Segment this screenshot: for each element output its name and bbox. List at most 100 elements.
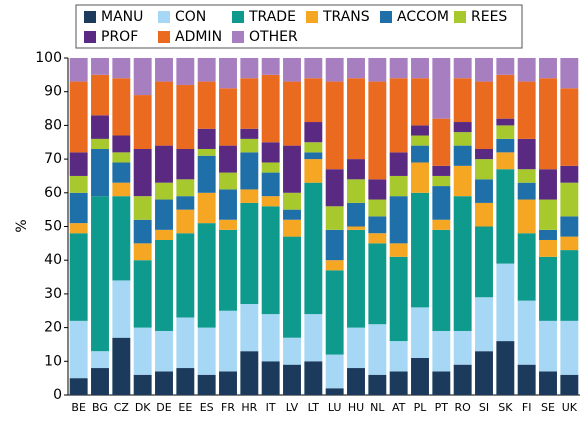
bar-segment xyxy=(432,219,451,230)
bar-segment xyxy=(283,219,301,237)
y-tick-label: 60 xyxy=(44,185,62,201)
bar-segment xyxy=(496,125,515,139)
bar-segment xyxy=(133,219,152,244)
bar-segment xyxy=(517,233,536,301)
y-tick-label: 70 xyxy=(44,151,62,167)
x-tick-label: HR xyxy=(241,401,257,414)
bar-segment xyxy=(69,58,88,82)
bar-segment xyxy=(176,317,195,369)
bar-segment xyxy=(91,138,109,149)
bar-segment xyxy=(389,175,408,197)
bar-segment xyxy=(219,219,237,230)
bar-segment xyxy=(475,226,493,298)
bar-segment xyxy=(475,148,493,160)
bar-segment xyxy=(496,74,515,119)
bar-segment xyxy=(496,341,515,395)
bar-segment xyxy=(283,337,301,365)
bar-segment xyxy=(219,145,237,173)
x-tick-label: SI xyxy=(479,401,489,414)
bar-segment xyxy=(347,226,365,230)
bar-segment xyxy=(219,310,237,372)
bar-segment xyxy=(432,118,451,166)
bar-segment xyxy=(112,135,131,153)
bar-segment xyxy=(453,78,472,123)
bar-segment xyxy=(411,125,429,136)
bar-segment xyxy=(325,354,344,389)
bar-segment xyxy=(539,239,557,257)
bar-segment xyxy=(347,78,365,160)
bar-segment xyxy=(389,152,408,176)
bar-segment xyxy=(347,229,365,328)
legend-label: MANU xyxy=(101,9,143,25)
bar-segment xyxy=(539,229,557,240)
bar-segment xyxy=(133,243,152,261)
bar-segment xyxy=(197,128,216,149)
bar-segment xyxy=(91,74,109,116)
bar-segment xyxy=(539,199,557,230)
x-tick-label: LV xyxy=(286,401,299,414)
legend-swatch xyxy=(158,11,170,23)
bar-segment xyxy=(91,351,109,369)
bar-segment xyxy=(176,196,195,210)
bar-segment xyxy=(325,206,344,230)
bar-segment xyxy=(304,361,323,395)
bar-segment xyxy=(368,199,387,217)
bar-segment xyxy=(91,196,109,352)
legend-box xyxy=(75,4,523,49)
x-tick-label: FI xyxy=(522,401,532,414)
x-tick-label: BE xyxy=(71,401,86,414)
bar-segment xyxy=(283,364,301,395)
x-tick-label: AT xyxy=(392,401,406,414)
bar-segment xyxy=(517,169,536,183)
bar-segment xyxy=(261,58,280,75)
bar-segment xyxy=(261,172,280,197)
bar-segment xyxy=(517,300,536,365)
bar-segment xyxy=(283,81,301,146)
bar-segment xyxy=(69,223,88,234)
bar-segment xyxy=(432,229,451,331)
bar-segment xyxy=(475,58,493,82)
bar-segment xyxy=(517,199,536,234)
x-tick-label: UK xyxy=(562,401,578,414)
bar-segment xyxy=(155,229,173,240)
bar-segment xyxy=(496,58,515,75)
bar-segment xyxy=(368,233,387,244)
bar-segment xyxy=(304,58,323,79)
bar-segment xyxy=(69,192,88,224)
bar-segment xyxy=(475,179,493,203)
legend-label: TRADE xyxy=(248,9,296,25)
bar-segment xyxy=(112,78,131,136)
legend-label: PROF xyxy=(101,29,138,45)
bar-segment xyxy=(219,172,237,190)
bar-segment xyxy=(347,202,365,227)
bar-segment xyxy=(496,138,515,153)
bar-segment xyxy=(133,260,152,328)
bar-segment xyxy=(240,304,259,352)
x-tick-label: EE xyxy=(178,401,192,414)
bar-segment xyxy=(155,182,173,200)
bar-segment xyxy=(411,145,429,163)
bar-segment xyxy=(368,58,387,82)
bar-segment xyxy=(155,145,173,183)
bar-segment xyxy=(91,58,109,75)
bar-segment xyxy=(496,152,515,170)
x-tick-label: HU xyxy=(348,401,364,414)
bar-segment xyxy=(133,95,152,149)
bar-segment xyxy=(133,327,152,375)
bar-segment xyxy=(155,371,173,395)
bar-segment xyxy=(432,371,451,395)
x-tick-label: DK xyxy=(135,401,151,414)
bar-segment xyxy=(453,196,472,331)
bar-segment xyxy=(112,280,131,338)
bar-segment xyxy=(176,84,195,149)
bar-segment xyxy=(560,58,579,89)
bar-segment xyxy=(240,152,259,190)
bar-segment xyxy=(368,81,387,180)
bar-segment xyxy=(112,162,131,183)
bar-segment xyxy=(539,320,557,372)
bar-segment xyxy=(219,371,237,395)
bar-segment xyxy=(176,148,195,180)
bar-segment xyxy=(112,182,131,197)
bar-segment xyxy=(453,122,472,133)
bar-segment xyxy=(475,202,493,227)
